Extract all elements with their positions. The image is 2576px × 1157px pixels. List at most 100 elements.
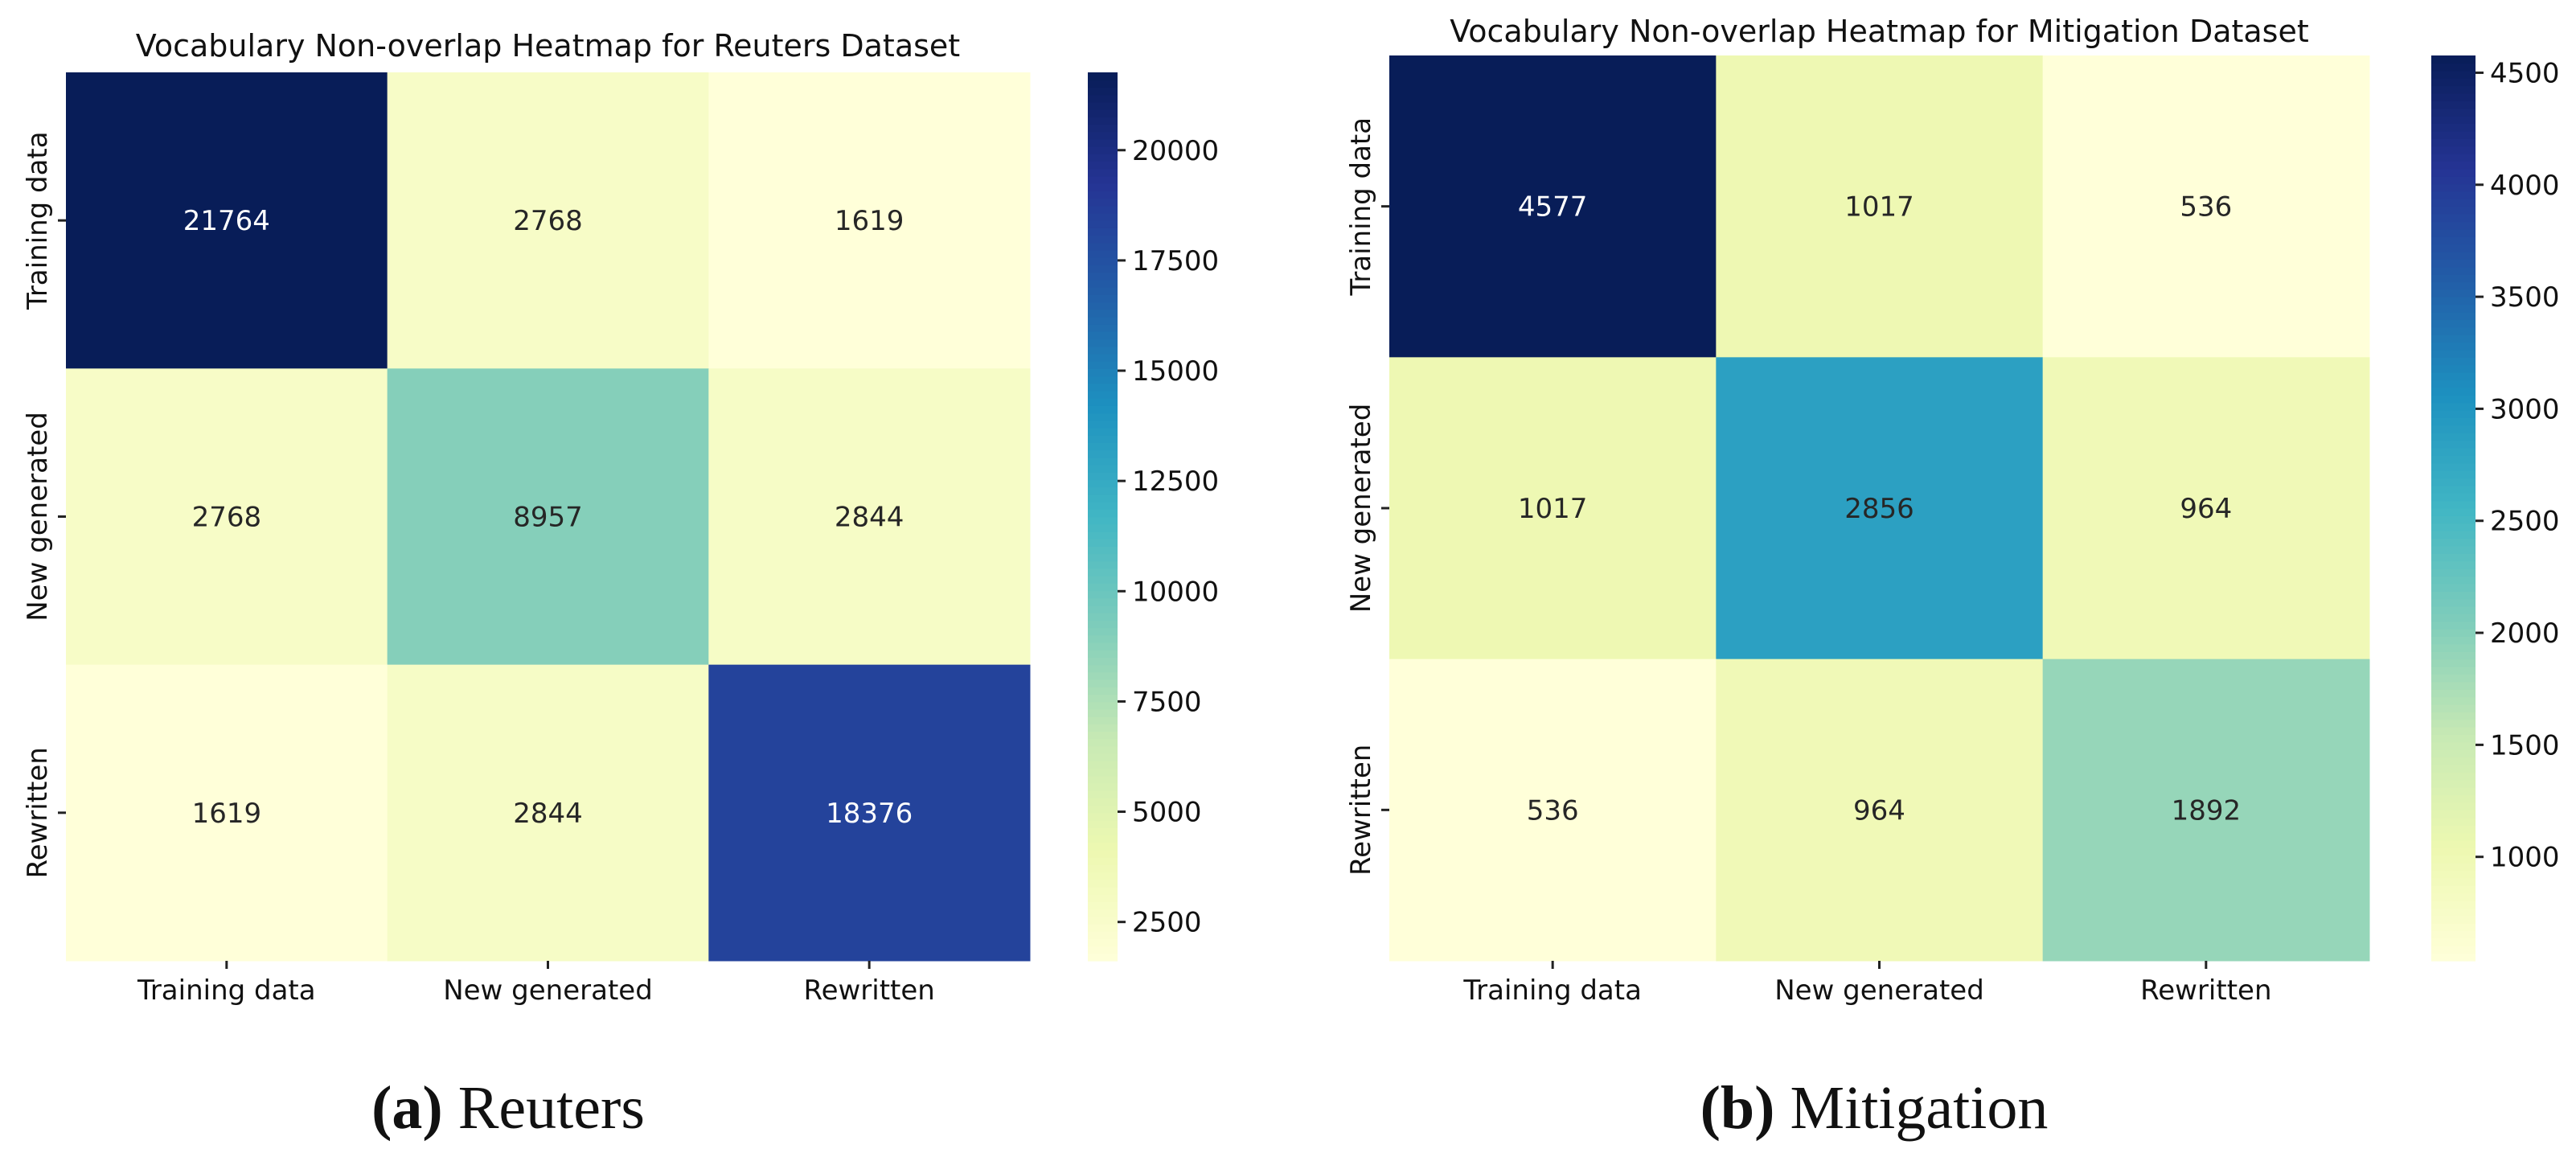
colorbar-segment (2431, 297, 2476, 306)
colorbar-segment (2431, 70, 2476, 79)
colorbar-segment (2431, 221, 2476, 230)
colorbar-segment (1088, 753, 1118, 761)
cell-value-label: 21764 (183, 205, 270, 237)
y-tick-label: New generated (22, 412, 54, 622)
colorbar-segment (1088, 80, 1118, 88)
colorbar-segment (1088, 701, 1118, 710)
colorbar-segment (1088, 449, 1118, 458)
colorbar-segment (2431, 719, 2476, 728)
colorbar-segment (2431, 915, 2476, 924)
heatmap-cell (66, 72, 388, 369)
colorbar-segment (1088, 161, 1118, 170)
colorbar-segment (1088, 472, 1118, 481)
colorbar-segment (1088, 272, 1118, 281)
heatmap-cell (708, 664, 1031, 962)
colorbar-segment (2431, 636, 2476, 645)
colorbar-tick-label: 3000 (2490, 393, 2560, 425)
colorbar-segment (1088, 716, 1118, 724)
colorbar-segment (1088, 916, 1118, 925)
colorbar-segment (2431, 116, 2476, 125)
colorbar-segment (1088, 316, 1118, 325)
colorbar-segment (1088, 568, 1118, 576)
heatmap-cell (708, 72, 1031, 369)
colorbar-segment (1088, 546, 1118, 555)
y-tick-label: New generated (1345, 404, 1377, 613)
colorbar-segment (2431, 417, 2476, 426)
colorbar-segment (1088, 287, 1118, 295)
colorbar-segment (2431, 493, 2476, 502)
colorbar-segment (1088, 708, 1118, 717)
colorbar-segment (1088, 324, 1118, 332)
colorbar-segment (2431, 199, 2476, 207)
chart-title: Vocabulary Non-overlap Heatmap for Reute… (136, 28, 960, 64)
colorbar-segment (1088, 523, 1118, 532)
colorbar-segment (2431, 380, 2476, 388)
colorbar-segment (2431, 591, 2476, 600)
colorbar-segment (1088, 901, 1118, 910)
colorbar-segment (1088, 531, 1118, 540)
colorbar-segment (2431, 576, 2476, 585)
colorbar-segment (1088, 724, 1118, 732)
colorbar-segment (1088, 849, 1118, 858)
colorbar-segment (2431, 168, 2476, 177)
colorbar-segment (2431, 832, 2476, 841)
colorbar-segment (2431, 357, 2476, 366)
colorbar-segment (2431, 214, 2476, 223)
colorbar-segment (2431, 138, 2476, 147)
colorbar-segment (1088, 634, 1118, 643)
colorbar-segment (1088, 805, 1118, 814)
colorbar-segment (1088, 953, 1118, 962)
colorbar-segment (1088, 257, 1118, 266)
colorbar-segment (2431, 545, 2476, 554)
colorbar-segment (2431, 659, 2476, 667)
colorbar-segment (1088, 590, 1118, 599)
colorbar-segment (1088, 435, 1118, 444)
heatmap-panel-mitigation: Vocabulary Non-overlap Heatmap for Mitig… (1345, 14, 2560, 1007)
heatmap-cell (1716, 357, 2044, 660)
colorbar-segment (1088, 790, 1118, 799)
colorbar-segment (1088, 931, 1118, 939)
colorbar-segment (1088, 494, 1118, 503)
colorbar-segment (2431, 538, 2476, 547)
colorbar-segment (2431, 674, 2476, 683)
colorbar-segment (2431, 191, 2476, 199)
colorbar-segment (1088, 509, 1118, 518)
colorbar-segment (2431, 387, 2476, 396)
y-tick-label: Training data (22, 131, 54, 310)
heatmap-cell (1716, 659, 2044, 962)
colorbar-segment (2431, 395, 2476, 404)
x-tick-label: New generated (1774, 974, 1984, 1007)
caption-letter: (b) (1700, 1074, 1775, 1142)
heatmap-cell (387, 72, 709, 369)
colorbar-segment (2431, 810, 2476, 819)
colorbar-segment (2431, 123, 2476, 132)
colorbar-segment (2431, 161, 2476, 170)
heatmap-cell (1389, 55, 1717, 358)
colorbar-segment (2431, 953, 2476, 962)
colorbar-segment (1088, 309, 1118, 318)
colorbar-segment (2431, 765, 2476, 773)
caption-b: (b) Mitigation (1553, 1073, 2196, 1143)
colorbar-segment (1088, 886, 1118, 895)
colorbar-segment (1088, 212, 1118, 221)
colorbar-segment (2431, 870, 2476, 879)
colorbar-segment (1088, 154, 1118, 162)
colorbar-segment (1088, 620, 1118, 629)
colorbar-tick-label: 15000 (1132, 355, 1219, 388)
colorbar-segment (1088, 428, 1118, 436)
colorbar-segment (1088, 650, 1118, 659)
cell-value-label: 1017 (1518, 493, 1588, 525)
colorbar-segment (1088, 731, 1118, 740)
colorbar-segment (1088, 923, 1118, 932)
caption-text: Reuters (457, 1074, 645, 1142)
y-tick-label: Rewritten (22, 747, 54, 878)
colorbar-segment (2431, 402, 2476, 411)
colorbar-segment (2431, 478, 2476, 486)
colorbar-segment (2431, 946, 2476, 954)
cell-value-label: 8957 (513, 502, 583, 534)
colorbar-segment (2431, 183, 2476, 192)
colorbar-segment (1088, 146, 1118, 154)
colorbar-segment (1088, 812, 1118, 821)
heatmap-cell (66, 664, 388, 962)
